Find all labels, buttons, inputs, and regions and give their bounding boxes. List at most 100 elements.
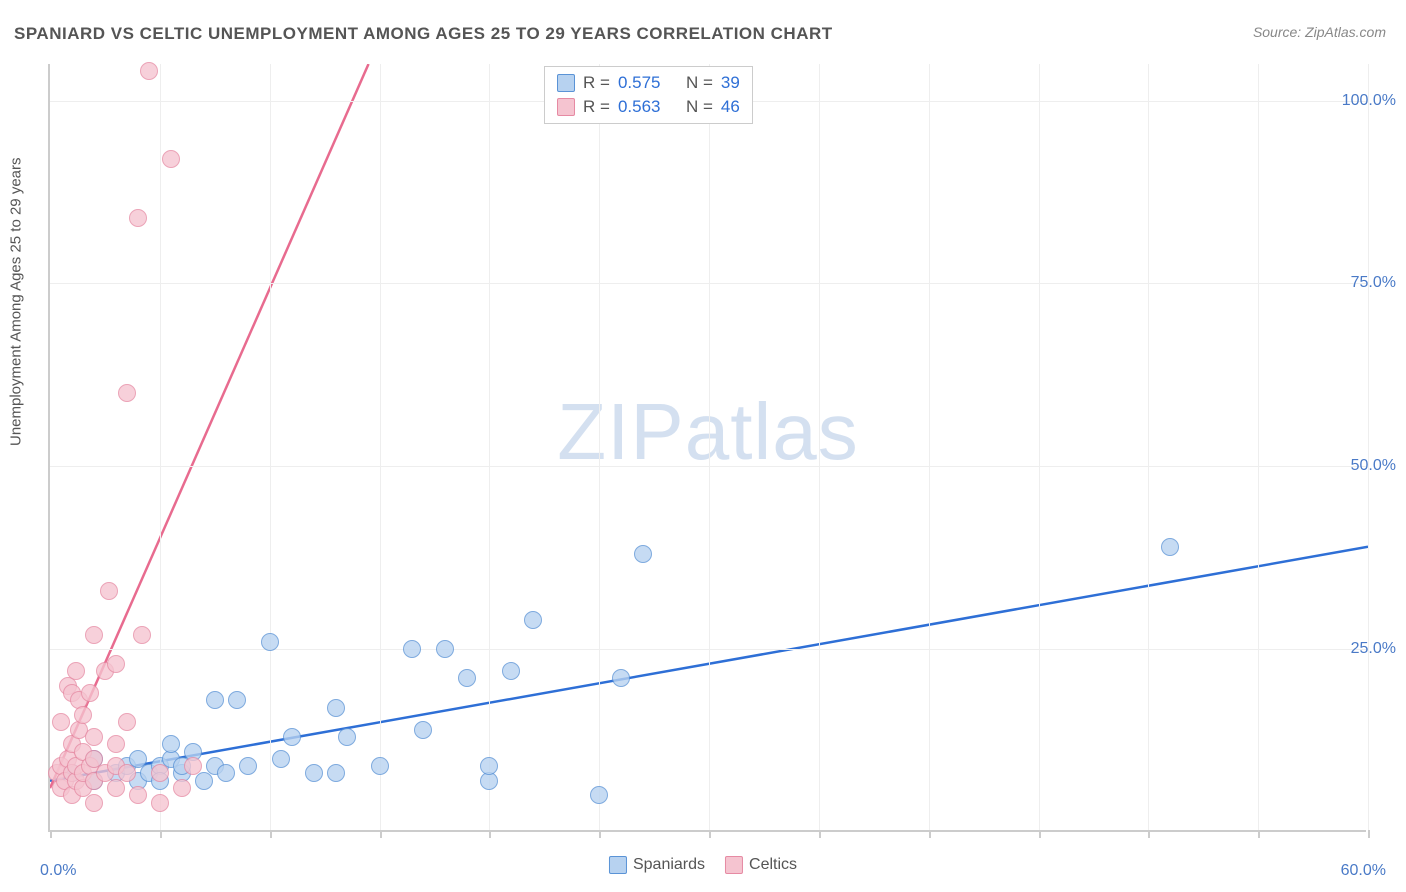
legend-row-celtics: R = 0.563 N = 46	[557, 95, 740, 119]
scatter-point-celtics	[129, 209, 147, 227]
scatter-point-spaniards	[436, 640, 454, 658]
scatter-point-celtics	[85, 626, 103, 644]
x-axis-max-label: 60.0%	[1341, 862, 1386, 880]
x-tick	[709, 830, 711, 838]
x-tick	[1368, 830, 1370, 838]
scatter-point-spaniards	[480, 757, 498, 775]
legend-label-spaniards: Spaniards	[633, 856, 705, 874]
n-value-spaniards: 39	[721, 73, 740, 93]
gridline-vertical	[380, 64, 381, 830]
swatch-celtics	[725, 856, 743, 874]
gridline-vertical	[270, 64, 271, 830]
scatter-point-celtics	[107, 655, 125, 673]
scatter-point-spaniards	[228, 691, 246, 709]
scatter-point-spaniards	[217, 764, 235, 782]
gridline-vertical	[1148, 64, 1149, 830]
scatter-point-spaniards	[305, 764, 323, 782]
scatter-point-spaniards	[195, 772, 213, 790]
scatter-point-celtics	[173, 779, 191, 797]
scatter-point-celtics	[118, 384, 136, 402]
scatter-point-spaniards	[272, 750, 290, 768]
x-axis-min-label: 0.0%	[40, 862, 76, 880]
y-tick-label: 75.0%	[1351, 274, 1396, 292]
y-tick-label: 100.0%	[1342, 92, 1396, 110]
gridline-vertical	[599, 64, 600, 830]
x-tick	[1039, 830, 1041, 838]
scatter-point-spaniards	[1161, 538, 1179, 556]
scatter-point-celtics	[100, 582, 118, 600]
watermark-thin: atlas	[685, 387, 859, 476]
scatter-point-celtics	[118, 764, 136, 782]
legend-row-spaniards: R = 0.575 N = 39	[557, 71, 740, 95]
scatter-point-spaniards	[206, 691, 224, 709]
scatter-point-spaniards	[162, 735, 180, 753]
scatter-point-celtics	[52, 713, 70, 731]
r-value-celtics: 0.563	[618, 97, 678, 117]
x-tick	[270, 830, 272, 838]
gridline-horizontal	[50, 466, 1366, 467]
scatter-point-spaniards	[239, 757, 257, 775]
scatter-point-celtics	[184, 757, 202, 775]
x-tick	[599, 830, 601, 838]
gridline-horizontal	[50, 649, 1366, 650]
legend-item-celtics: Celtics	[725, 856, 797, 874]
watermark: ZIPatlas	[557, 386, 858, 478]
scatter-point-spaniards	[502, 662, 520, 680]
n-value-celtics: 46	[721, 97, 740, 117]
x-tick	[929, 830, 931, 838]
chart-title: SPANIARD VS CELTIC UNEMPLOYMENT AMONG AG…	[14, 24, 833, 44]
scatter-point-spaniards	[261, 633, 279, 651]
scatter-point-spaniards	[403, 640, 421, 658]
scatter-point-celtics	[81, 684, 99, 702]
series-legend: Spaniards Celtics	[609, 856, 797, 874]
legend-item-spaniards: Spaniards	[609, 856, 705, 874]
scatter-point-celtics	[133, 626, 151, 644]
swatch-celtics	[557, 98, 575, 116]
scatter-point-celtics	[140, 62, 158, 80]
x-tick	[1258, 830, 1260, 838]
x-tick	[160, 830, 162, 838]
scatter-point-spaniards	[371, 757, 389, 775]
scatter-point-celtics	[151, 794, 169, 812]
scatter-point-spaniards	[634, 545, 652, 563]
gridline-vertical	[1258, 64, 1259, 830]
gridline-vertical	[929, 64, 930, 830]
r-value-spaniards: 0.575	[618, 73, 678, 93]
chart-container: SPANIARD VS CELTIC UNEMPLOYMENT AMONG AG…	[0, 0, 1406, 892]
plot-area: ZIPatlas	[48, 64, 1366, 832]
gridline-vertical	[1368, 64, 1369, 830]
scatter-point-celtics	[151, 764, 169, 782]
watermark-bold: ZIP	[557, 387, 684, 476]
y-tick-label: 25.0%	[1351, 640, 1396, 658]
swatch-spaniards	[557, 74, 575, 92]
x-tick	[380, 830, 382, 838]
gridline-vertical	[819, 64, 820, 830]
swatch-spaniards	[609, 856, 627, 874]
n-label: N =	[686, 73, 713, 93]
x-tick	[489, 830, 491, 838]
scatter-point-celtics	[162, 150, 180, 168]
gridline-vertical	[160, 64, 161, 830]
trend-line-celtics	[50, 64, 369, 788]
x-tick	[50, 830, 52, 838]
source-attribution: Source: ZipAtlas.com	[1253, 24, 1386, 40]
scatter-point-celtics	[67, 662, 85, 680]
scatter-point-celtics	[129, 786, 147, 804]
scatter-point-celtics	[107, 779, 125, 797]
scatter-point-spaniards	[458, 669, 476, 687]
scatter-point-spaniards	[283, 728, 301, 746]
scatter-point-celtics	[85, 794, 103, 812]
correlation-legend: R = 0.575 N = 39 R = 0.563 N = 46	[544, 66, 753, 124]
scatter-point-spaniards	[414, 721, 432, 739]
scatter-point-celtics	[107, 735, 125, 753]
r-label: R =	[583, 73, 610, 93]
scatter-point-spaniards	[524, 611, 542, 629]
scatter-point-spaniards	[338, 728, 356, 746]
legend-label-celtics: Celtics	[749, 856, 797, 874]
scatter-point-celtics	[74, 706, 92, 724]
scatter-point-spaniards	[327, 764, 345, 782]
gridline-vertical	[489, 64, 490, 830]
scatter-point-spaniards	[327, 699, 345, 717]
scatter-point-celtics	[118, 713, 136, 731]
scatter-point-spaniards	[590, 786, 608, 804]
